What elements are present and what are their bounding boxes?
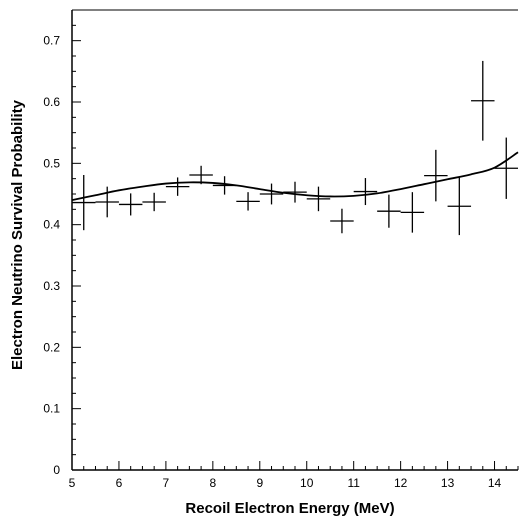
y-axis-label: Electron Neutrino Survival Probability [9, 99, 26, 370]
x-tick-label: 10 [300, 476, 314, 490]
data-point [330, 208, 354, 234]
x-tick-label: 9 [256, 476, 263, 490]
y-tick-label: 0.2 [43, 340, 60, 354]
data-point [447, 177, 472, 236]
x-axis-label: Recoil Electron Energy (MeV) [185, 500, 394, 516]
data-point [377, 194, 401, 228]
y-tick-label: 0.5 [43, 156, 60, 170]
data-point [306, 186, 331, 212]
y-tick-label: 0.6 [43, 95, 60, 109]
x-tick-label: 14 [488, 476, 502, 490]
y-tick-label: 0 [53, 463, 60, 477]
x-tick-label: 13 [441, 476, 455, 490]
data-point [236, 192, 260, 211]
data-point [259, 183, 284, 205]
data-point [72, 174, 96, 231]
x-tick-label: 6 [116, 476, 123, 490]
data-point [165, 177, 190, 196]
x-tick-label: 12 [394, 476, 408, 490]
x-tick-label: 8 [209, 476, 216, 490]
x-tick-label: 11 [347, 476, 360, 490]
data-point [95, 186, 119, 218]
data-point [118, 193, 143, 216]
y-tick-label: 0.1 [43, 402, 60, 416]
x-tick-label: 7 [163, 476, 170, 490]
x-tick-label: 5 [69, 476, 76, 490]
data-point [424, 149, 448, 202]
y-tick-label: 0.7 [43, 34, 60, 48]
y-tick-label: 0.4 [43, 218, 60, 232]
y-tick-label: 0.3 [43, 279, 60, 293]
data-point [400, 192, 425, 233]
data-point [142, 192, 166, 212]
data-point [471, 60, 495, 141]
fit-curve-line [71, 151, 519, 202]
data-point [494, 137, 518, 199]
data-point [283, 181, 307, 203]
data-point [353, 178, 378, 206]
data-point [189, 165, 213, 185]
